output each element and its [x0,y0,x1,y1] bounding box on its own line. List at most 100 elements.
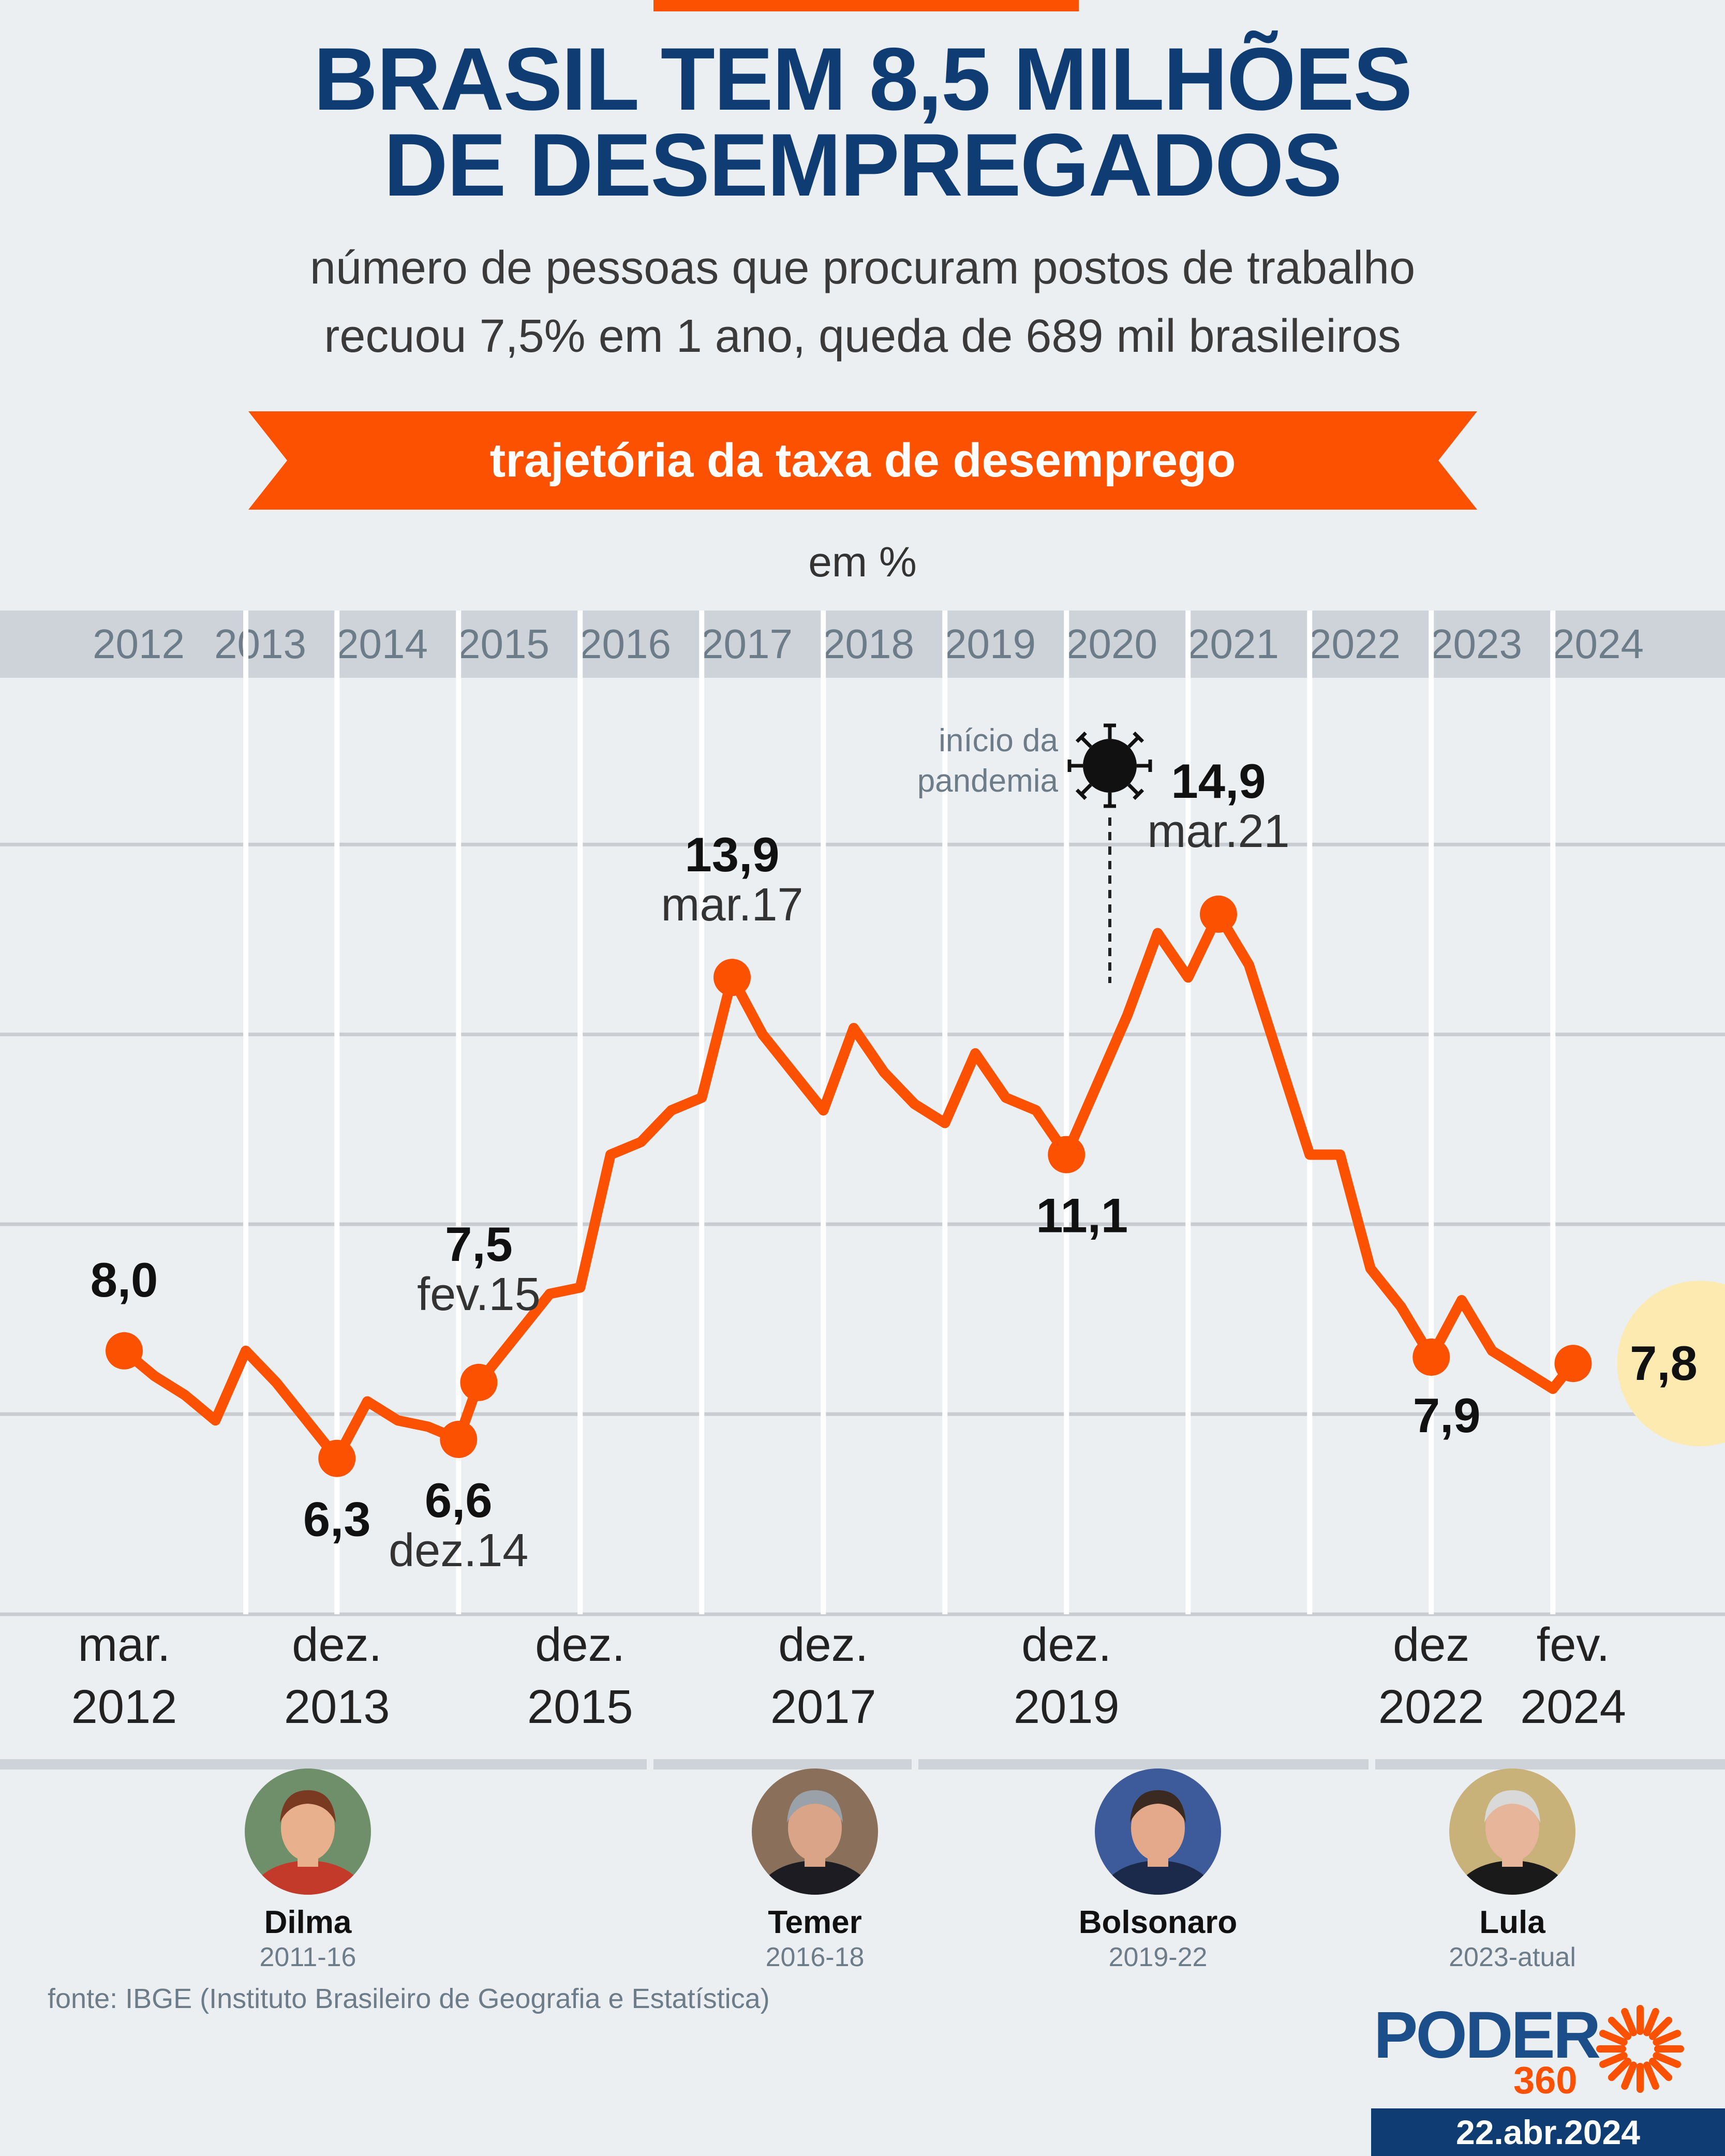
value-label: 7,8 [1630,1336,1698,1390]
year-label: 2017 [701,621,793,667]
sun-ray [1643,2061,1659,2090]
x-axis-label-line-1: fev. [1537,1618,1610,1671]
date-label: fev.15 [417,1269,541,1320]
data-point [318,1439,356,1477]
sun-icon [1596,2005,1684,2093]
year-label: 2016 [579,621,671,667]
subtitle-line-2: recuou 7,5% em 1 ano, queda de 689 mil b… [324,310,1401,362]
virus-spike [1080,783,1092,796]
temer-portrait [752,1768,878,1895]
annotation-text-line-1: início da [939,723,1058,759]
x-axis-label-line-2: 2015 [527,1681,633,1733]
sun-ray [1608,2016,1631,2040]
virus-spike-tip [1075,731,1087,743]
sun-ray [1608,2058,1631,2081]
series-line [119,909,1579,1464]
pandemic-annotation: início da pandemia [917,723,1152,983]
president-bolsonaro: Bolsonaro 2019-22 [1029,1768,1287,1973]
sun-ray [1653,2052,1682,2068]
title-line-2: DE DESEMPREGADOS [383,115,1343,215]
virus-spike [1127,783,1140,796]
virus-spike [1080,736,1092,748]
x-axis-label-line-2: 2019 [1014,1681,1120,1733]
sun-ray [1599,2030,1628,2046]
president-term-years: 2023-atual [1449,1942,1576,1972]
x-axis-label-line-1: dez. [1021,1618,1111,1671]
president-name: Temer [768,1905,862,1940]
logo-text: PODER [1374,1998,1601,2072]
value-label: 13,9 [685,827,780,882]
virus-spike [1127,736,1140,748]
year-band: 2012 2013 2014 2015 2016 2017 2018 2019 2020 2021… [0,611,1725,678]
year-label: 2019 [944,621,1036,667]
sun-ray [1621,2008,1637,2036]
data-point [713,959,751,997]
x-axis-label-line-2: 2013 [284,1681,390,1733]
top-accent-bar [653,0,1079,11]
unemployment-chart: 2012 2013 2014 2015 2016 2017 2018 2019 2020 2021… [0,611,1725,1770]
year-label: 2014 [336,621,428,667]
year-label: 2020 [1065,621,1157,667]
date-label: dez.14 [389,1525,528,1577]
x-axis-label-line-1: dez. [778,1618,868,1671]
virus-spike-tip [1133,731,1144,743]
x-axis-label-line-2: 2017 [770,1681,876,1733]
data-point [1412,1339,1450,1376]
sun-ray [1649,2016,1673,2040]
year-band-background [0,611,1725,678]
year-label: 2012 [93,621,185,667]
value-label: 7,9 [1413,1388,1481,1443]
data-point [1048,1136,1085,1173]
value-label: 7,5 [445,1217,513,1271]
chart-banner [248,411,1477,510]
year-label: 2018 [822,621,914,667]
page-subtitle: número de pessoas que procuram postos de… [0,234,1725,370]
date-label: mar.17 [661,879,803,931]
x-axis-label-line-1: dez. [535,1618,625,1671]
president-name: Lula [1479,1905,1545,1940]
chart-banner-label: trajetória da taxa de desemprego [489,434,1236,487]
year-label: 2015 [457,621,549,667]
president-term-years: 2011-16 [259,1942,356,1972]
data-point [1554,1345,1592,1382]
virus-icon [1067,723,1152,808]
data-point [106,1332,143,1370]
latest-value-highlight [1617,1281,1725,1447]
sun-ray [1643,2008,1659,2036]
highlight-points [106,895,1592,1477]
president-term-segment [653,1759,912,1770]
president-term-segment [1375,1759,1725,1770]
president-name: Dilma [264,1905,352,1940]
value-label: 11,1 [1036,1188,1128,1243]
x-axis-label-line-2: 2022 [1378,1681,1484,1733]
title-line-1: BRASIL TEM 8,5 MILHÕES [313,29,1412,129]
virus-spike-tip [1133,789,1144,800]
president-term-years: 2019-22 [1108,1942,1208,1972]
year-label: 2023 [1430,621,1522,667]
value-label: 14,9 [1171,754,1266,808]
virus-body [1083,739,1137,793]
chart-grid [0,611,1725,1616]
x-axis-label-line-1: dez [1393,1618,1469,1671]
sun-ray [1599,2052,1628,2068]
x-axis-labels: mar. 2012 dez. 2013 dez. 2015 dez. 2017 dez. 2019… [71,1618,1626,1733]
x-axis-label-line-1: mar. [78,1618,171,1671]
annotation-text-line-2: pandemia [917,763,1059,799]
sun-ray [1649,2058,1673,2081]
value-label: 6,6 [425,1473,493,1527]
president-term-segment [0,1759,647,1770]
logo-number: 360 [1513,2059,1578,2102]
dilma-portrait [245,1768,371,1895]
data-point [460,1363,498,1401]
year-label: 2013 [214,621,306,667]
year-label: 2024 [1552,621,1644,667]
president-lula: Lula 2023-atual [1383,1768,1642,1973]
date-label: mar.21 [1147,806,1289,857]
bolsonaro-portrait [1095,1768,1221,1895]
source-note: fonte: IBGE (Instituto Brasileiro de Geo… [48,1983,770,2014]
value-label: 6,3 [303,1492,371,1547]
sun-ray [1621,2061,1637,2090]
unit-label: em % [808,539,917,586]
year-label: 2022 [1308,621,1401,667]
